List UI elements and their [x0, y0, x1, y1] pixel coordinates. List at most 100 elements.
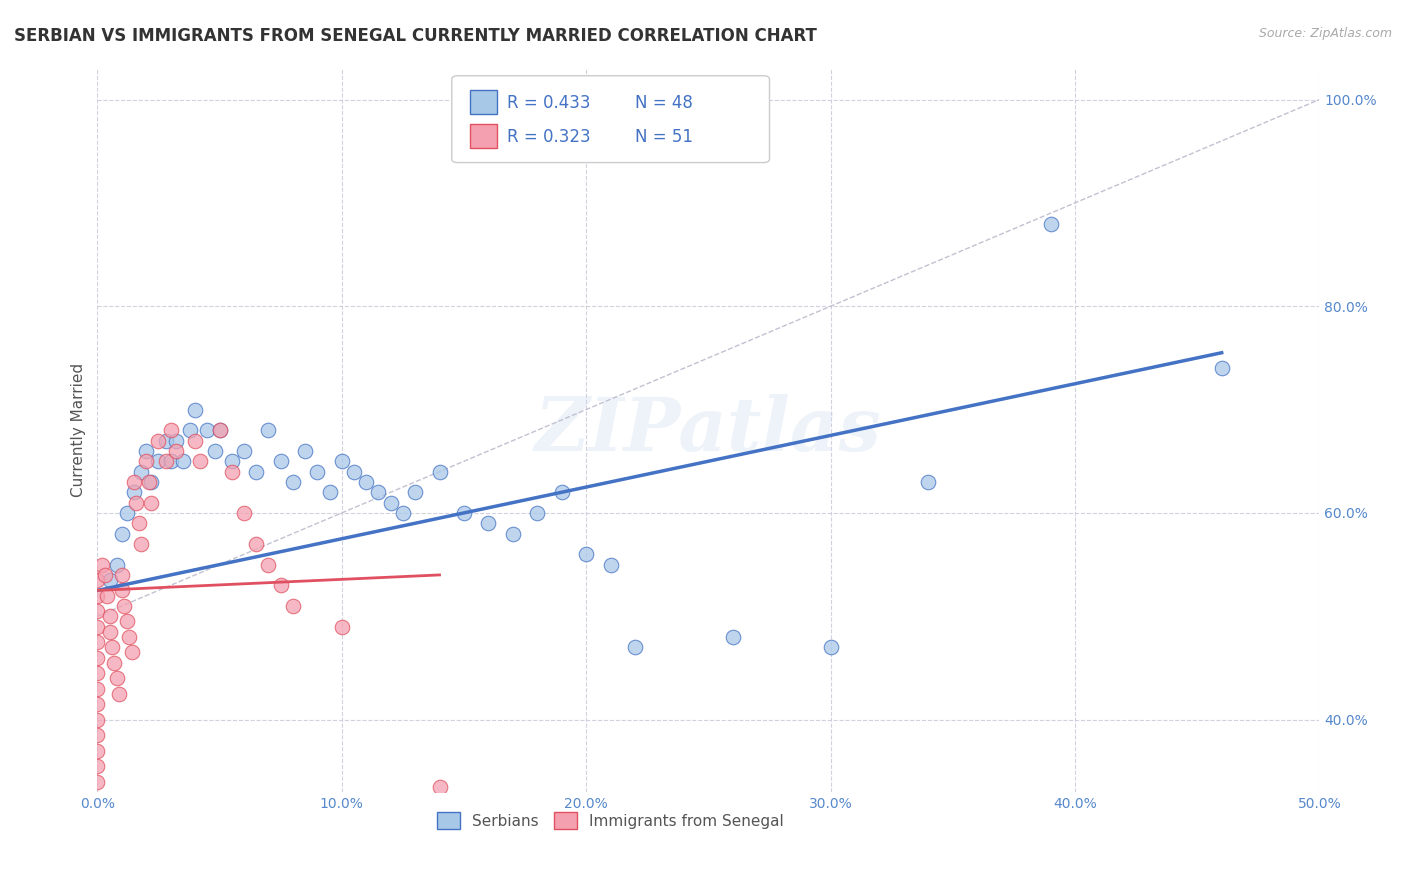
Point: [135, 444, 157, 458]
Point: [294, 444, 316, 458]
Point: [233, 506, 256, 520]
Point: [429, 465, 451, 479]
Point: [86, 744, 108, 758]
Point: [86, 713, 108, 727]
Point: [86, 589, 108, 603]
Point: [179, 423, 201, 437]
Point: [208, 423, 231, 437]
Point: [392, 506, 415, 520]
Point: [221, 454, 243, 468]
Point: [86, 650, 108, 665]
Y-axis label: Currently Married: Currently Married: [72, 363, 86, 498]
Point: [281, 475, 304, 489]
Point: [148, 454, 170, 468]
Point: [165, 444, 187, 458]
Point: [330, 454, 353, 468]
Point: [1211, 361, 1233, 376]
Point: [502, 526, 524, 541]
Point: [86, 728, 108, 742]
Point: [245, 537, 267, 551]
Point: [98, 609, 121, 624]
Point: [820, 640, 842, 655]
Point: [159, 454, 181, 468]
Point: [108, 687, 131, 701]
Point: [204, 444, 226, 458]
Point: [159, 423, 181, 437]
Point: [86, 666, 108, 681]
Point: [429, 780, 451, 794]
Point: [118, 630, 141, 644]
Point: [122, 475, 145, 489]
Point: [257, 558, 280, 572]
Point: [188, 454, 211, 468]
Point: [917, 475, 939, 489]
Point: [112, 599, 135, 613]
FancyBboxPatch shape: [470, 124, 496, 148]
Point: [86, 681, 108, 696]
Point: [270, 578, 292, 592]
Point: [115, 615, 138, 629]
Point: [330, 619, 353, 633]
Point: [86, 759, 108, 773]
Point: [148, 434, 170, 448]
Point: [307, 465, 329, 479]
Point: [139, 495, 162, 509]
Point: [105, 558, 128, 572]
Point: [367, 485, 389, 500]
Point: [101, 640, 124, 655]
Point: [245, 465, 267, 479]
Point: [624, 640, 647, 655]
Point: [111, 583, 134, 598]
Point: [404, 485, 426, 500]
Point: [155, 434, 177, 448]
Point: [354, 475, 377, 489]
Point: [125, 495, 148, 509]
Point: [128, 516, 150, 531]
Point: [721, 630, 744, 644]
Text: ZIPatlas: ZIPatlas: [534, 394, 882, 467]
Point: [86, 697, 108, 711]
Point: [111, 526, 134, 541]
Point: [453, 506, 475, 520]
Point: [91, 558, 114, 572]
Point: [131, 465, 153, 479]
Point: [270, 454, 292, 468]
Point: [122, 485, 145, 500]
Text: R = 0.323: R = 0.323: [506, 128, 591, 145]
Point: [131, 537, 153, 551]
Point: [138, 475, 160, 489]
Point: [380, 495, 402, 509]
Point: [86, 573, 108, 587]
Point: [93, 568, 115, 582]
Point: [105, 671, 128, 685]
Point: [135, 454, 157, 468]
Point: [281, 599, 304, 613]
Text: Source: ZipAtlas.com: Source: ZipAtlas.com: [1258, 27, 1392, 40]
Point: [165, 434, 187, 448]
Text: N = 48: N = 48: [636, 94, 693, 112]
Point: [221, 465, 243, 479]
Point: [233, 444, 256, 458]
Point: [139, 475, 162, 489]
Point: [103, 656, 125, 670]
Point: [208, 423, 231, 437]
Legend: Serbians, Immigrants from Senegal: Serbians, Immigrants from Senegal: [432, 806, 790, 835]
Point: [155, 454, 177, 468]
Point: [575, 547, 598, 561]
FancyBboxPatch shape: [470, 90, 496, 114]
Point: [477, 516, 499, 531]
Point: [111, 568, 134, 582]
FancyBboxPatch shape: [451, 76, 769, 162]
Point: [172, 454, 194, 468]
Point: [343, 465, 366, 479]
Point: [86, 619, 108, 633]
Point: [98, 624, 121, 639]
Point: [86, 774, 108, 789]
Point: [184, 402, 207, 417]
Point: [86, 635, 108, 649]
Point: [86, 604, 108, 618]
Point: [121, 645, 143, 659]
Point: [96, 589, 118, 603]
Point: [526, 506, 548, 520]
Point: [115, 506, 138, 520]
